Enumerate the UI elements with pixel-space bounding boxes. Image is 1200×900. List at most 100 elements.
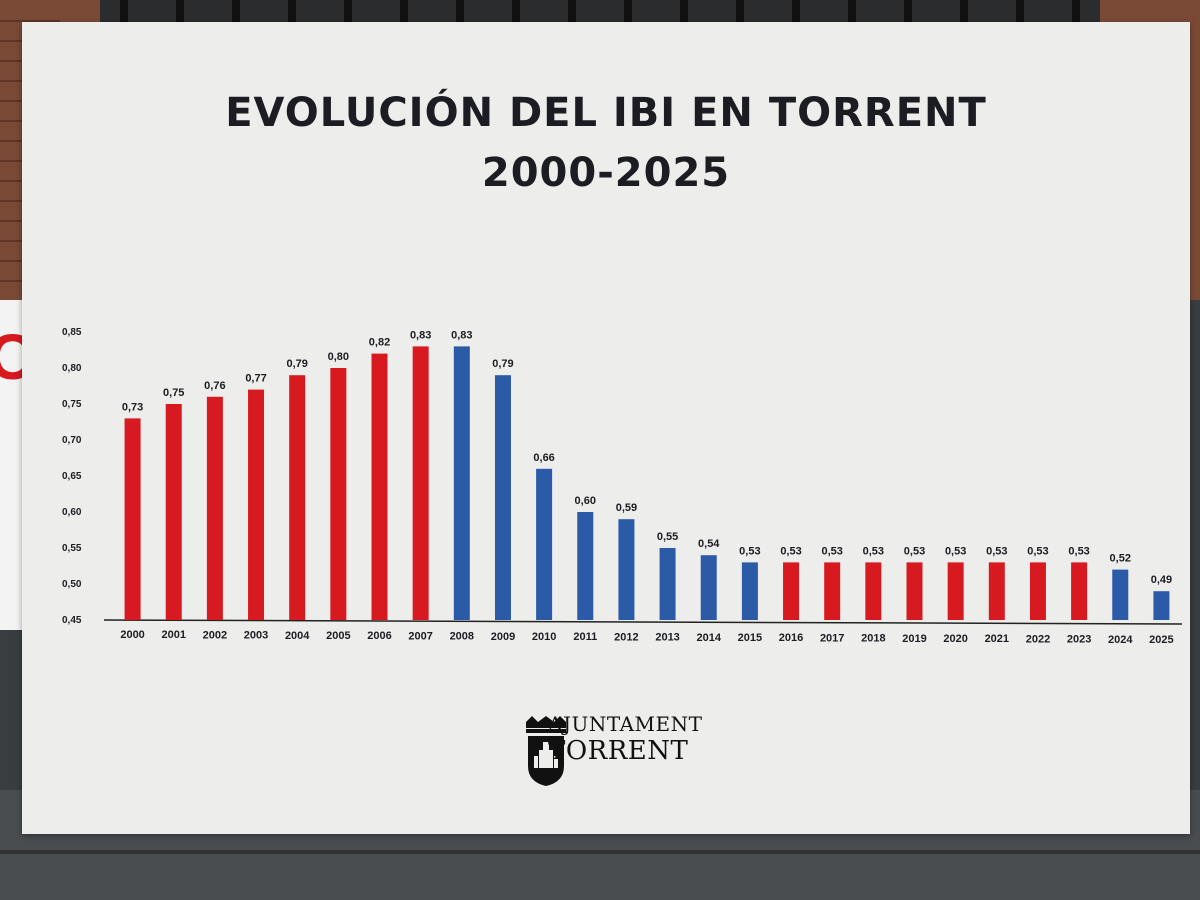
fence-bar	[568, 0, 576, 40]
fence-bar	[232, 0, 240, 40]
bar	[865, 562, 882, 620]
y-tick-label: 0,70	[62, 435, 82, 446]
fence-bar	[1016, 0, 1024, 40]
fence-bar	[904, 0, 912, 40]
fence-bar	[736, 0, 744, 40]
logo-text-line1: AJUNTAMENT	[548, 712, 703, 736]
x-tick-label: 2023	[1067, 634, 1091, 646]
bar	[371, 353, 388, 620]
bar	[947, 562, 964, 620]
x-tick-label: 2009	[491, 631, 515, 643]
x-tick-label: 2006	[367, 630, 391, 642]
fence-bar	[400, 0, 408, 40]
x-tick-label: 2012	[614, 631, 638, 643]
data-label: 0,53	[904, 545, 925, 557]
data-label: 0,52	[1110, 553, 1131, 565]
y-tick-label: 0,45	[62, 615, 82, 626]
x-tick-label: 2025	[1149, 634, 1173, 646]
data-label: 0,79	[492, 358, 513, 370]
y-tick-label: 0,65	[62, 471, 82, 482]
x-tick-label: 2003	[244, 630, 268, 642]
bar	[741, 562, 758, 620]
fence-bar	[960, 0, 968, 40]
data-label: 0,83	[451, 329, 472, 341]
x-tick-label: 2013	[655, 632, 679, 644]
bar-chart: 0,45 0,50 0,55 0,60 0,65 0,70 0,75 0,80 0,85 0,73…	[62, 327, 1183, 646]
fence-bar	[792, 0, 800, 40]
y-tick-label: 0,55	[62, 543, 82, 554]
bar	[618, 519, 635, 620]
chart-title: EVOLUCIÓN DEL IBI EN TORRENT	[225, 90, 987, 136]
bar	[330, 368, 347, 620]
bar	[494, 375, 511, 620]
data-label: 0,49	[1151, 574, 1172, 586]
bar	[536, 468, 553, 620]
x-tick-label: 2005	[326, 630, 350, 642]
x-tick-label: 2001	[161, 629, 185, 641]
fence-bar	[680, 0, 688, 40]
data-label: 0,53	[1068, 545, 1089, 557]
ajuntament-logo	[522, 716, 722, 788]
bar	[1112, 569, 1129, 620]
x-tick-label: 2002	[203, 629, 227, 641]
fence-bar	[848, 0, 856, 40]
fence-bar	[176, 0, 184, 40]
data-label: 0,82	[369, 337, 390, 349]
x-tick-label: 2000	[120, 629, 144, 641]
data-label: 0,77	[245, 373, 266, 385]
data-label: 0,60	[575, 495, 596, 507]
x-tick-label: 2024	[1108, 634, 1133, 646]
x-tick-label: 2004	[285, 630, 310, 642]
bench-edge	[0, 850, 1200, 854]
bar	[124, 418, 141, 620]
fence-bar	[344, 0, 352, 40]
data-label: 0,73	[122, 401, 143, 413]
x-tick-label: 2016	[779, 632, 803, 644]
logo-text-line2: TORRENT	[548, 736, 689, 766]
bar	[577, 512, 594, 620]
bar	[1029, 562, 1046, 620]
fence-bar	[512, 0, 520, 40]
x-tick-label: 2022	[1026, 633, 1050, 645]
fence-bar	[456, 0, 464, 40]
bar	[206, 396, 223, 620]
data-label: 0,55	[657, 531, 678, 543]
y-tick-label: 0,75	[62, 399, 82, 410]
x-tick-label: 2020	[943, 633, 967, 645]
data-label: 0,76	[204, 380, 225, 392]
fence-bar	[624, 0, 632, 40]
bar	[906, 562, 923, 620]
data-label: 0,80	[328, 351, 349, 363]
y-tick-label: 0,50	[62, 579, 82, 590]
y-tick-label: 0,60	[62, 507, 82, 518]
data-label: 0,83	[410, 329, 431, 341]
bar	[289, 375, 306, 620]
bar	[988, 562, 1005, 620]
bar	[1071, 562, 1088, 620]
y-tick-label: 0,85	[62, 327, 82, 338]
x-axis-line	[103, 619, 1183, 625]
x-tick-label: 2021	[985, 633, 1009, 645]
data-label: 0,53	[739, 545, 760, 557]
data-label: 0,59	[616, 502, 637, 514]
x-tick-label: 2019	[902, 633, 926, 645]
data-label: 0,53	[986, 545, 1007, 557]
fence-bar	[120, 0, 128, 40]
bar	[453, 346, 470, 620]
brick-line	[0, 20, 60, 22]
y-tick-label: 0,80	[62, 363, 82, 374]
x-tick-label: 2018	[861, 633, 885, 645]
chart-subtitle: 2000-2025	[481, 150, 731, 196]
data-label: 0,53	[945, 545, 966, 557]
data-label: 0,53	[1027, 545, 1048, 557]
data-label: 0,53	[863, 545, 884, 557]
x-tick-label: 2014	[696, 632, 721, 644]
bar	[1153, 591, 1170, 620]
bar	[783, 562, 800, 620]
coat-of-arms-icon	[526, 716, 566, 786]
fence-bar	[1072, 0, 1080, 40]
data-label: 0,53	[780, 545, 801, 557]
data-label: 0,79	[286, 358, 307, 370]
bar	[659, 548, 676, 620]
